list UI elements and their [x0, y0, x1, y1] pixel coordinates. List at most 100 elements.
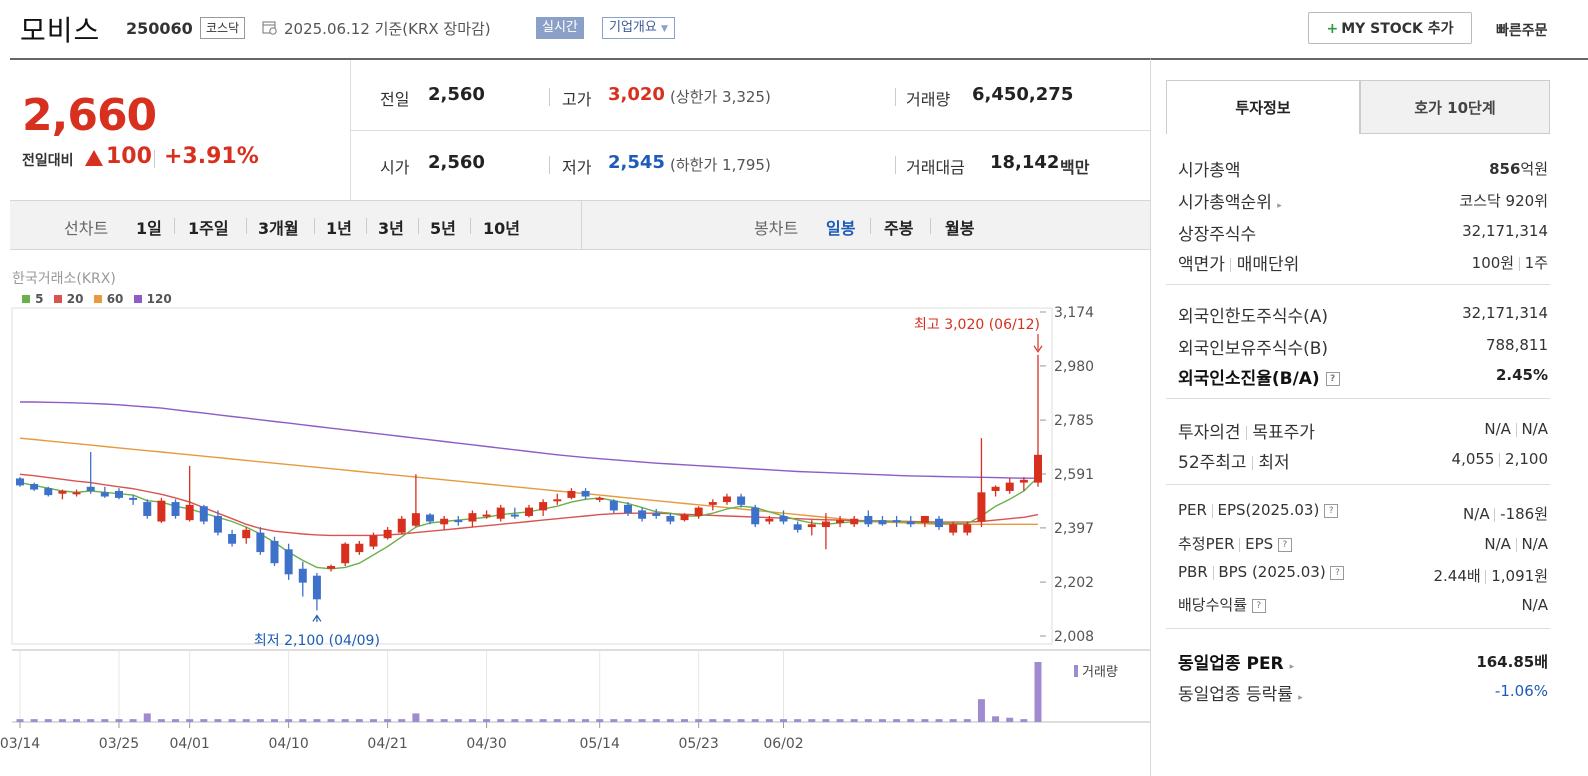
divider [549, 156, 550, 174]
volume-bar [16, 719, 24, 722]
caret-right-icon: ▸ [1289, 662, 1295, 672]
period-1d[interactable]: 1일 [136, 219, 162, 238]
volume-bar [723, 719, 731, 722]
candle-body [1019, 479, 1028, 483]
ma60-swatch [93, 295, 102, 303]
info-label: 외국인소진율(B/A) [1178, 369, 1320, 389]
divider [1515, 422, 1517, 437]
candle-weekly[interactable]: 주봉 [884, 219, 914, 238]
volume-bar [30, 719, 38, 722]
volume-bar [780, 719, 787, 722]
divider [1211, 503, 1213, 518]
candle-body [821, 521, 830, 528]
opinion-row-value: 4,055 2,100 [1452, 450, 1548, 468]
period-1w[interactable]: 1주일 [188, 219, 229, 238]
help-icon[interactable]: ? [1324, 503, 1339, 518]
divider [470, 218, 471, 234]
volume-bar [497, 719, 505, 722]
period-5y[interactable]: 5년 [430, 219, 456, 238]
candle-daily[interactable]: 일봉 [826, 219, 856, 238]
opinion-row-label: 투자의견 목표주가 [1178, 418, 1315, 443]
stock-name: 모비스 [20, 14, 101, 47]
realtime-button[interactable]: 실시간 [536, 17, 584, 39]
volume-bar [681, 719, 689, 722]
valuation-row-value: N/A N/A [1484, 535, 1548, 553]
divider [351, 130, 1150, 131]
divider [314, 218, 315, 234]
company-overview-dropdown[interactable]: 기업개요 ▼ [602, 17, 675, 39]
volume-bar [921, 719, 929, 722]
candle-body [906, 521, 915, 525]
opinion-row-label: 52주최고 최저 [1178, 448, 1290, 473]
volume-bar [327, 719, 335, 722]
volume-value: 6,450,275 [972, 84, 1074, 105]
candle-body [977, 492, 986, 522]
info-row-label: 시가총액순위 ▸ [1178, 188, 1282, 213]
info-unit: 억원 [1520, 160, 1548, 178]
volume-bar [638, 719, 646, 722]
amount-unit: 백만 [1060, 158, 1090, 177]
period-3m[interactable]: 3개월 [258, 219, 299, 238]
volume-bar [426, 719, 434, 722]
info-label-2: EPS [1245, 535, 1274, 553]
help-icon[interactable]: ? [1325, 372, 1340, 386]
x-tick-label: 05/14 [580, 736, 620, 752]
divider [1166, 484, 1550, 485]
period-1y[interactable]: 1년 [326, 219, 352, 238]
candle-body [581, 490, 590, 497]
divider [246, 218, 247, 234]
ma20-label: 20 [66, 292, 84, 306]
ma5-label: 5 [35, 292, 44, 306]
info-value: N/A [1484, 535, 1511, 553]
quick-order-link[interactable]: 빠른주문 [1496, 23, 1548, 39]
candle-body [72, 492, 81, 495]
divider [1485, 569, 1487, 584]
volume-legend-label: 거래량 [1082, 665, 1118, 680]
volume-bar [115, 719, 123, 722]
industry-row-label[interactable]: 동일업종 PER ▸ [1178, 649, 1294, 674]
divider [1239, 537, 1241, 552]
help-icon[interactable]: ? [1251, 598, 1266, 613]
base-date: 2025.06.12 기준(KRX 장마감) [284, 20, 491, 38]
info-label: 투자의견 [1178, 423, 1241, 443]
candle-body [1005, 482, 1014, 491]
info-value: 32,171,314 [1462, 222, 1548, 240]
info-value: N/A [1521, 596, 1548, 614]
volume-bar [949, 719, 957, 722]
amount-value: 18,142 [990, 152, 1060, 173]
divider [1494, 507, 1496, 522]
price-chart[interactable]: 3,174 2,980 2,785 2,591 2,397 2,202 2,008 03/14… [0, 300, 1150, 770]
valuation-row-label: PBR BPS (2025.03) ? [1178, 563, 1345, 581]
candle-body [991, 486, 1000, 491]
info-label: 추정PER [1178, 535, 1235, 553]
volume-bar [596, 719, 604, 722]
candle-body [807, 524, 816, 528]
add-mystock-button[interactable]: + MY STOCK 추가 [1308, 12, 1472, 44]
candle-body [539, 502, 548, 511]
tab-investment-info[interactable]: 투자정보 [1166, 80, 1360, 134]
period-3y[interactable]: 3년 [378, 219, 404, 238]
candle-body [779, 515, 788, 522]
candle-body [765, 518, 774, 522]
help-icon[interactable]: ? [1330, 565, 1345, 580]
add-mystock-label: MY STOCK 추가 [1341, 21, 1454, 37]
info-row-value: 32,171,314 [1462, 222, 1548, 240]
info-label: 동일업종 PER [1178, 654, 1284, 674]
price-panel [10, 60, 351, 200]
candle-body [16, 478, 24, 486]
candle-body [850, 518, 859, 525]
period-10y[interactable]: 10년 [483, 219, 520, 238]
candle-body [440, 518, 449, 525]
low-value: 2,545 [608, 152, 665, 173]
volume-bar [256, 719, 264, 722]
plus-icon: + [1326, 21, 1339, 37]
help-icon[interactable]: ? [1277, 537, 1292, 552]
high-label: 고가 [562, 90, 592, 109]
industry-row-label[interactable]: 동일업종 등락률 ▸ [1178, 680, 1303, 705]
volume-bar [73, 719, 81, 722]
volume-bar [369, 719, 377, 722]
volume-bar [483, 719, 491, 722]
current-price: 2,660 [22, 90, 157, 141]
candle-monthly[interactable]: 월봉 [945, 219, 975, 238]
tab-orderbook[interactable]: 호가 10단계 [1360, 80, 1550, 134]
